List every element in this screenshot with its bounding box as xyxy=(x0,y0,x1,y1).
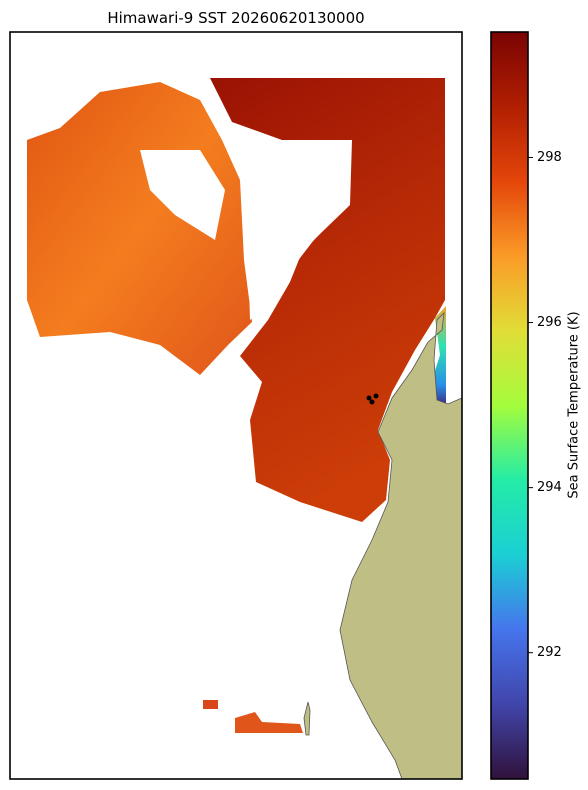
marker xyxy=(366,395,372,401)
colorbar-tick-label: 298 xyxy=(537,150,562,165)
colorbar-label: Sea Surface Temperature (K) xyxy=(567,311,582,498)
map-area xyxy=(9,31,463,780)
sst-region xyxy=(210,78,445,522)
marker xyxy=(369,399,375,405)
map-frame xyxy=(9,31,463,780)
colorbar-tick-label: 294 xyxy=(537,480,562,495)
colorbar-ticks: 292 294 296 298 xyxy=(528,150,562,660)
sst-patch xyxy=(235,712,303,733)
sst-region xyxy=(27,82,252,375)
map-title: Himawari-9 SST 20260620130000 xyxy=(107,9,364,27)
colorbar-tick-label: 296 xyxy=(537,315,562,330)
cloud-gap xyxy=(140,150,225,240)
cloud-gap xyxy=(248,180,345,320)
marker xyxy=(373,393,379,399)
colorbar xyxy=(490,31,529,780)
land xyxy=(339,311,463,780)
colorbar-tick-label: 292 xyxy=(537,645,562,660)
sst-patch xyxy=(203,700,218,709)
island xyxy=(303,701,311,736)
